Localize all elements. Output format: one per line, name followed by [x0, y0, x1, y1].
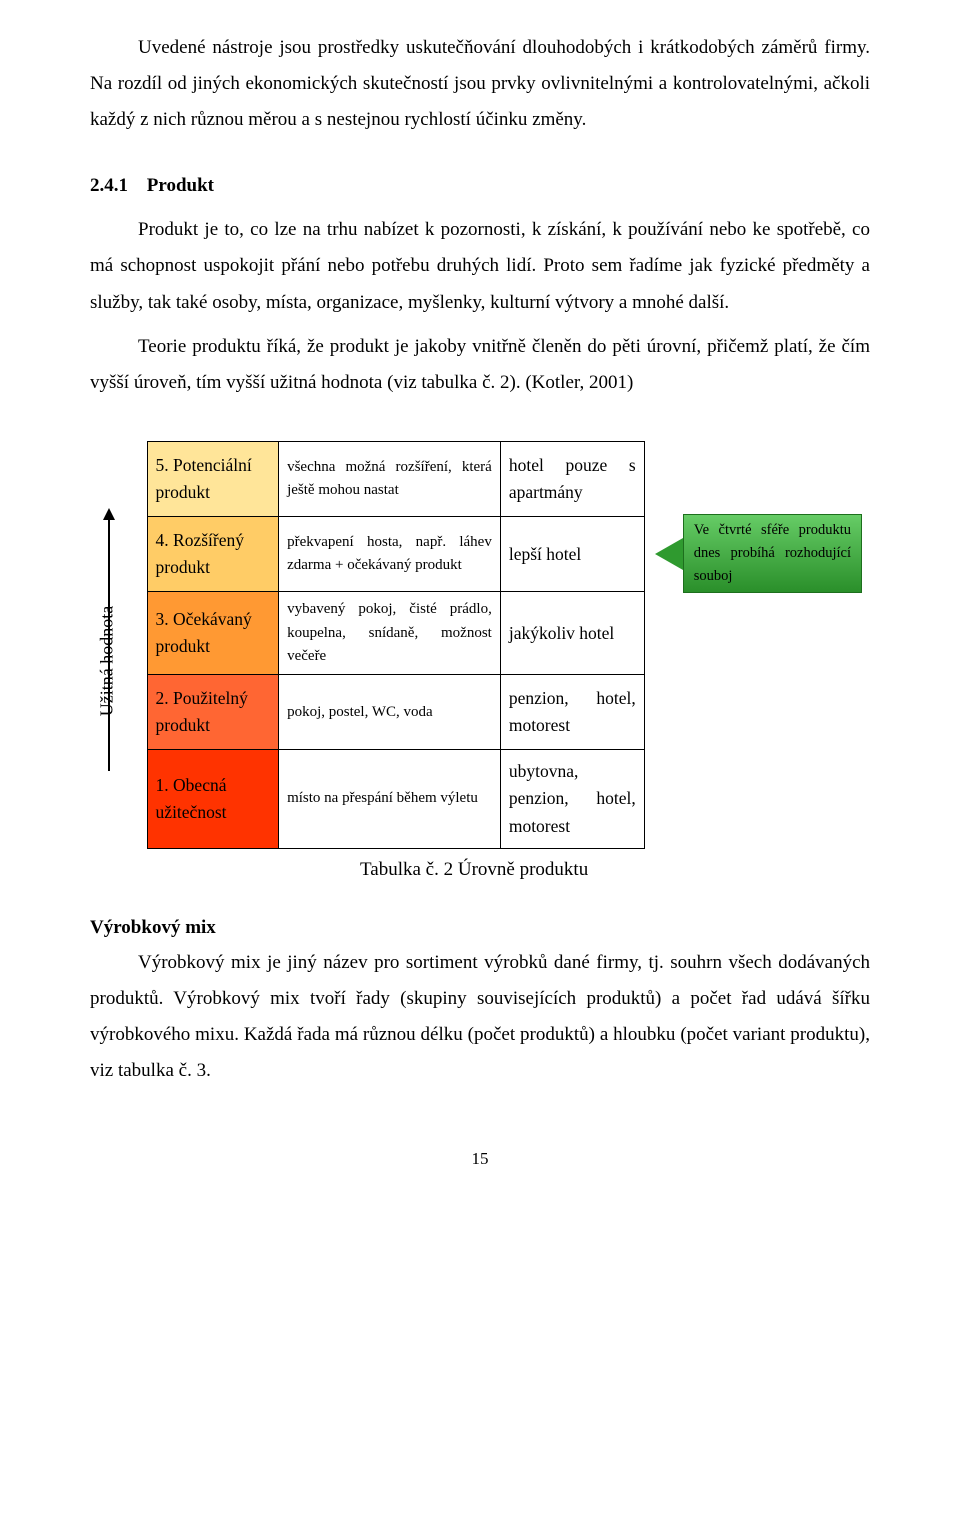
desc-cell: pokoj, postel, WC, voda	[279, 675, 501, 750]
mix-paragraph: Výrobkový mix je jiný název pro sortimen…	[90, 945, 870, 1089]
example-cell: penzion, hotel, motorest	[500, 675, 644, 750]
example-cell: jakýkoliv hotel	[500, 592, 644, 675]
desc-cell: překvapení hosta, např. láhev zdarma + o…	[279, 517, 501, 592]
desc-cell: místo na přespání během výletu	[279, 750, 501, 848]
table-row: 5. Potenciální produkt všechna možná roz…	[147, 441, 870, 516]
mix-subheading: Výrobkový mix	[90, 917, 870, 939]
product-levels-table: 5. Potenciální produkt všechna možná roz…	[147, 441, 870, 849]
example-cell: hotel pouze s apartmány	[500, 441, 644, 516]
section-heading: 2.4.1 Produkt	[90, 168, 870, 204]
product-paragraph-1: Produkt je to, co lze na trhu nabízet k …	[90, 212, 870, 320]
intro-paragraph: Uvedené nástroje jsou prostředky uskuteč…	[90, 30, 870, 138]
arrow-left-icon	[655, 538, 683, 570]
callout-column: Ve čtvrté sféře produktu dnes probíhá ro…	[644, 441, 870, 848]
product-paragraph-2: Teorie produktu říká, že produkt je jako…	[90, 329, 870, 401]
desc-cell: vybavený pokoj, čisté prádlo, koupelna, …	[279, 592, 501, 675]
y-axis-label: Užitná hodnota	[97, 606, 118, 716]
section-title: Produkt	[147, 175, 214, 196]
level-cell: 3. Očekávaný produkt	[147, 592, 279, 675]
table-caption: Tabulka č. 2 Úrovně produktu	[360, 859, 870, 881]
example-cell: lepší hotel	[500, 517, 644, 592]
callout: Ve čtvrté sféře produktu dnes probíhá ro…	[683, 514, 862, 594]
level-cell: 5. Potenciální produkt	[147, 441, 279, 516]
desc-cell: všechna možná rozšíření, která ještě moh…	[279, 441, 501, 516]
y-axis: Užitná hodnota	[90, 441, 125, 849]
callout-text: Ve čtvrté sféře produktu dnes probíhá ro…	[683, 514, 862, 594]
page-number: 15	[90, 1149, 870, 1169]
level-cell: 1. Obecná užitečnost	[147, 750, 279, 848]
example-cell: ubytovna, penzion, hotel, motorest	[500, 750, 644, 848]
level-cell: 2. Použitelný produkt	[147, 675, 279, 750]
level-cell: 4. Rozšířený produkt	[147, 517, 279, 592]
product-levels-figure: Užitná hodnota 5. Potenciální produkt vš…	[90, 441, 870, 849]
section-number: 2.4.1	[90, 168, 142, 204]
